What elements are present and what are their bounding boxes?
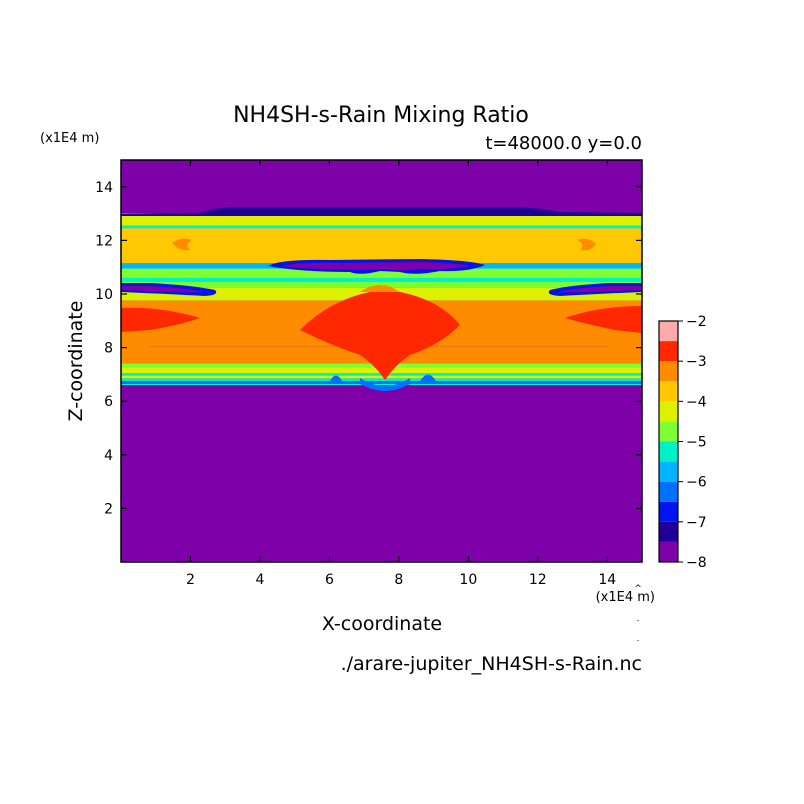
colorbar-tick-label: −5 <box>686 435 707 451</box>
x-unit-mark-b: . <box>637 634 640 644</box>
contour-orange-left-notch <box>121 339 150 353</box>
chart-title: NH4SH-s-Rain Mixing Ratio <box>233 103 529 128</box>
contour-transition-2 <box>121 277 642 282</box>
colorbar-tick-label: −2 <box>686 314 707 330</box>
contour-red-left-lobe <box>121 307 200 332</box>
contour-central-bulge <box>300 288 460 380</box>
y-axis-ticks: 2 4 6 8 10 12 14 <box>95 180 642 517</box>
colorbar-swatch <box>659 421 678 442</box>
x-axis-ticks: 2 4 6 8 10 12 14 <box>186 160 616 588</box>
colorbar-tick-label: −7 <box>686 515 707 531</box>
x-tick-label: 2 <box>186 572 195 588</box>
contour-left-swirl <box>172 238 192 251</box>
colorbar-tick-label: −3 <box>686 354 707 370</box>
contour-upper-edge <box>121 207 642 216</box>
colorbar-tick-label: −4 <box>686 394 707 410</box>
contour-left-ribbon-core <box>121 286 205 293</box>
colorbar-swatch <box>659 361 678 382</box>
colorbar-swatch <box>659 441 678 462</box>
x-unit-mark-a: . <box>637 614 640 624</box>
contour-lower-dip <box>360 378 410 391</box>
contour-transition-0 <box>121 225 642 229</box>
x-tick-label: 6 <box>325 572 334 588</box>
contour-inner-lens-core <box>282 262 470 271</box>
source-file-label: ./arare-jupiter_NH4SH-s-Rain.nc <box>341 653 642 675</box>
x-tick-label: 14 <box>598 572 616 588</box>
y-tick-label: 10 <box>95 287 113 303</box>
x-tick-label: 8 <box>394 572 403 588</box>
y-tick-label: 4 <box>104 448 113 464</box>
y-unit-label: (x1E4 m) <box>40 131 99 146</box>
colorbar-tick-label: −8 <box>686 555 707 571</box>
colorbar-swatch <box>659 321 678 342</box>
colorbar-swatch <box>659 461 678 482</box>
x-tick-label: 10 <box>459 572 477 588</box>
colorbar-swatch <box>659 401 678 422</box>
contour-red-right-lobe <box>565 306 642 333</box>
colorbar: −2 −3 −4 −5 −6 −7 −8 <box>658 314 707 571</box>
contour-right-ribbon-core <box>558 286 642 293</box>
colorbar-tick-label: −6 <box>686 475 707 491</box>
plot-area <box>121 160 642 562</box>
y-tick-label: 14 <box>95 180 113 196</box>
x-axis-label: X-coordinate <box>322 613 442 635</box>
colorbar-swatch <box>659 481 678 502</box>
contour-right-swirl <box>577 238 596 251</box>
colorbar-swatch <box>659 381 678 402</box>
contour-orange-right-notch <box>610 338 642 354</box>
plot-frame <box>120 159 643 563</box>
y-axis-label: Z-coordinate <box>65 301 87 422</box>
colorbar-swatch <box>659 521 678 542</box>
contour-band-0 <box>121 213 642 226</box>
colorbar-swatch <box>659 541 678 562</box>
contour-band-1 <box>121 225 642 264</box>
colorbar-swatch <box>659 501 678 522</box>
y-tick-label: 12 <box>95 233 113 249</box>
y-tick-label: 6 <box>104 394 113 410</box>
colorbar-swatch <box>659 341 678 362</box>
x-unit-mark-top: ^ <box>634 584 642 594</box>
y-tick-label: 2 <box>104 501 113 517</box>
x-tick-label: 12 <box>529 572 547 588</box>
y-tick-label: 8 <box>104 341 113 357</box>
x-unit-label: (x1E4 m) <box>596 590 655 605</box>
contour-lower-bumps <box>121 374 642 384</box>
contour-central-cap <box>360 285 400 292</box>
chart-subtitle: t=48000.0 y=0.0 <box>485 133 642 154</box>
x-tick-label: 4 <box>255 572 264 588</box>
